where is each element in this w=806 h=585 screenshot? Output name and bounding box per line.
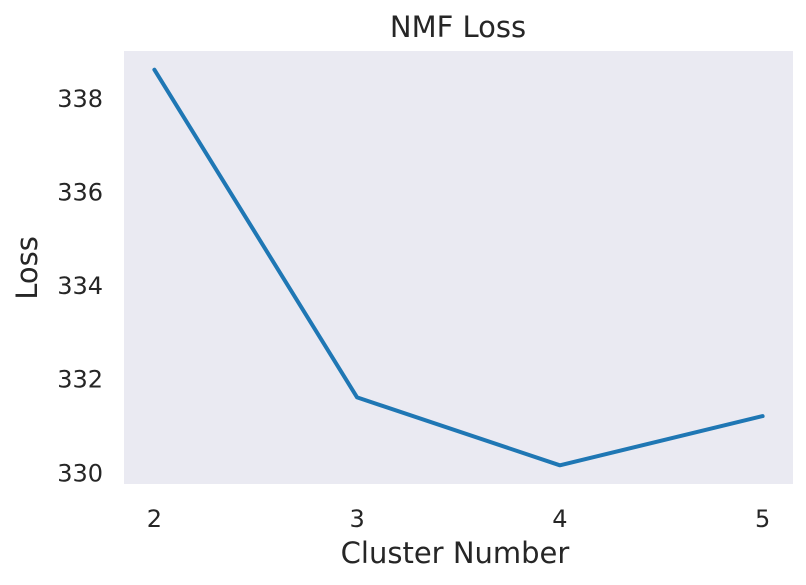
- x-axis: 2 3 4 5: [147, 505, 770, 533]
- x-tick-label: 2: [147, 505, 162, 533]
- y-tick-label: 338: [57, 85, 103, 113]
- series-layer: [152, 67, 765, 468]
- x-tick-label: 4: [552, 505, 567, 533]
- chart-title: NMF Loss: [390, 10, 526, 44]
- y-tick-label: 332: [57, 366, 103, 394]
- x-tick-label: 3: [349, 505, 364, 533]
- series-line: [152, 67, 765, 468]
- y-tick-label: 336: [57, 178, 103, 206]
- y-axis-label: Loss: [10, 236, 44, 300]
- x-axis-label: Cluster Number: [341, 536, 570, 570]
- y-axis: 330 332 334 336 338: [57, 85, 103, 487]
- y-tick-label: 330: [57, 459, 103, 487]
- y-tick-label: 334: [57, 272, 103, 300]
- x-tick-label: 5: [755, 505, 770, 533]
- plot-area: [124, 51, 793, 484]
